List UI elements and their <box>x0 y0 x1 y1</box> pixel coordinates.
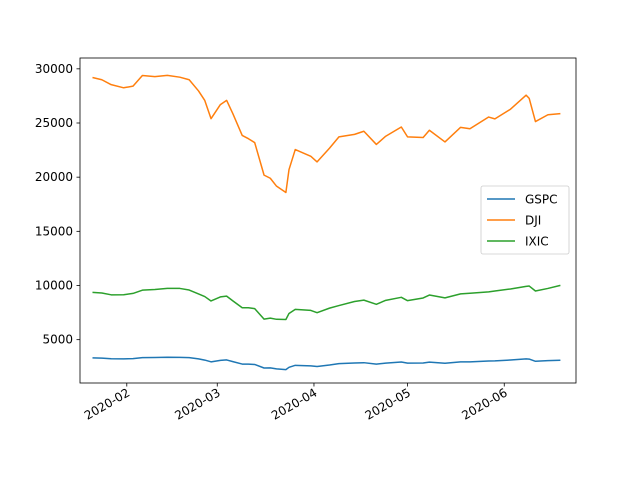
y-axis: 5000 10000 15000 20000 25000 30000 <box>35 62 80 347</box>
legend: GSPC DJI IXIC <box>480 185 570 255</box>
plot-frame <box>79 57 577 384</box>
y-tick-label: 25000 <box>35 116 73 130</box>
series-layer <box>92 74 561 371</box>
series-line-gspc <box>92 356 561 371</box>
y-tick-label: 30000 <box>35 62 73 76</box>
series-line-ixic <box>92 284 561 321</box>
legend-label-gspc: GSPC <box>525 193 558 207</box>
legend-label-ixic: IXIC <box>525 235 549 249</box>
legend-label-dji: DJI <box>525 214 541 228</box>
series-line-dji <box>92 74 561 194</box>
legend-box <box>480 185 570 255</box>
y-tick-label: 10000 <box>35 279 73 293</box>
y-tick-label: 5000 <box>42 333 73 347</box>
y-tick-label: 15000 <box>35 224 73 238</box>
y-tick-label: 20000 <box>35 170 73 184</box>
